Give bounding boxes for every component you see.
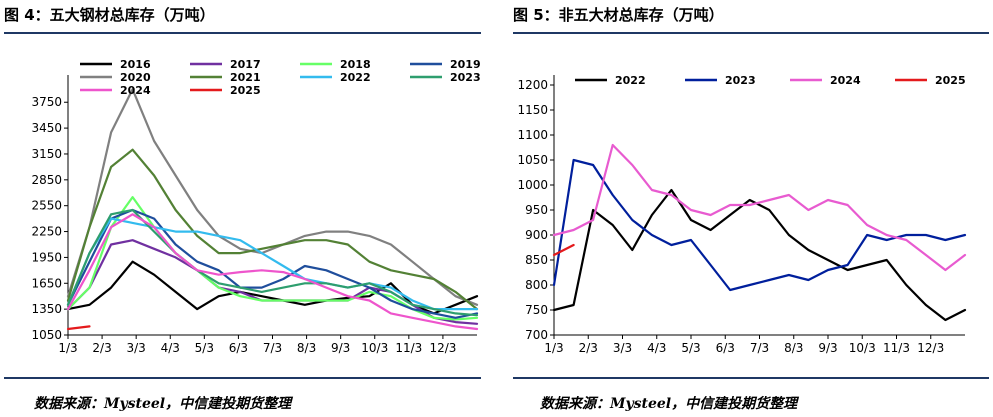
chart1-y-tick-label: 3150 [31, 147, 62, 161]
chart2-legend-label-2024: 2024 [830, 74, 861, 87]
chart2-x-tick-label: 3/3 [613, 341, 632, 355]
chart1-x-tick-label: 11/3 [395, 341, 422, 355]
chart1-legend-label-2018: 2018 [340, 58, 371, 71]
chart2-x-tick-label: 2/3 [579, 341, 598, 355]
chart1-x-tick-label: 2/3 [92, 341, 111, 355]
chart1-y-tick-label: 3750 [31, 95, 62, 109]
chart1-series-2024-line [66, 213, 479, 331]
chart2-series-2024-line [552, 143, 967, 272]
chart1-x-tick-label: 12/3 [429, 341, 456, 355]
chart1-legend-label-2022: 2022 [340, 71, 371, 84]
chart2-x-tick-label: 11/3 [883, 341, 910, 355]
chart2-y-tick-label: 900 [525, 228, 548, 242]
chart2-y-tick-label: 750 [525, 303, 548, 317]
chart2-legend-label-2025: 2025 [935, 74, 966, 87]
chart2-title: 图 5：非五大材总库存（万吨） [513, 6, 724, 24]
chart2-y-tick-label: 1200 [517, 78, 548, 92]
chart1-x-tick-label: 5/3 [195, 341, 214, 355]
chart2-y-tick-label: 850 [525, 253, 548, 267]
chart2-x-tick-label: 9/3 [818, 341, 837, 355]
chart2-y-tick-label: 700 [525, 328, 548, 342]
chart1-legend-label-2023: 2023 [450, 71, 481, 84]
chart1-series-2022-line [66, 217, 479, 311]
chart1-y-tick-label: 1950 [31, 250, 62, 264]
chart1-x-tick-label: 8/3 [297, 341, 316, 355]
chart1-bottom-rule [4, 377, 481, 379]
chart2-legend-label-2023: 2023 [725, 74, 756, 87]
chart1-x-tick-label: 4/3 [161, 341, 180, 355]
chart2-y-tick-label: 950 [525, 203, 548, 217]
chart2-series-2025-line [552, 243, 575, 257]
chart2-x-tick-label: 12/3 [917, 341, 944, 355]
chart2-x-tick-label: 7/3 [750, 341, 769, 355]
chart1-x-tick-label: 9/3 [331, 341, 350, 355]
chart2-top-rule [513, 32, 989, 34]
chart1-legend-label-2016: 2016 [120, 58, 151, 71]
chart2-bottom-rule [513, 377, 989, 379]
chart1-legend-label-2017: 2017 [230, 58, 261, 71]
chart1-y-tick-label: 1650 [31, 276, 62, 290]
chart2-y-tick-label: 1100 [517, 128, 548, 142]
chart2-series-2022-line [552, 188, 967, 322]
chart1-x-tick-label: 1/3 [58, 341, 77, 355]
chart1-series-2020-line [66, 88, 479, 306]
chart1-x-tick-label: 3/3 [127, 341, 146, 355]
chart2-x-tick-label: 6/3 [716, 341, 735, 355]
chart1-series-2021-line [66, 148, 479, 311]
chart1-y-tick-label: 3450 [31, 121, 62, 135]
chart2-series-2023-line [552, 158, 967, 292]
chart2-y-tick-label: 1000 [517, 178, 548, 192]
chart1-x-tick-label: 10/3 [361, 341, 388, 355]
chart2-x-tick-label: 4/3 [647, 341, 666, 355]
chart1-legend-label-2024: 2024 [120, 84, 151, 97]
chart1-y-tick-label: 2550 [31, 199, 62, 213]
chart1-series-2025-line [66, 325, 91, 331]
chart1-series-2016-line [66, 260, 479, 315]
chart1-legend-label-2025: 2025 [230, 84, 261, 97]
chart2-legend-label-2022: 2022 [615, 74, 646, 87]
chart1-x-tick-label: 6/3 [229, 341, 248, 355]
chart2-y-tick-label: 1050 [517, 153, 548, 167]
chart1-y-tick-label: 1050 [31, 328, 62, 342]
chart1-series-2023-line [66, 208, 479, 317]
chart1-legend-label-2021: 2021 [230, 71, 261, 84]
chart1-legend-label-2020: 2020 [120, 71, 151, 84]
chart1-y-tick-label: 2850 [31, 173, 62, 187]
chart2-y-tick-label: 1150 [517, 103, 548, 117]
chart2-x-tick-label: 1/3 [544, 341, 563, 355]
chart1-series-2019-line [66, 208, 479, 319]
chart1-y-tick-label: 2250 [31, 225, 62, 239]
chart1-x-tick-label: 7/3 [263, 341, 282, 355]
chart2-source: 数据来源：Mysteel，中信建投期货整理 [540, 396, 798, 412]
chart2-x-tick-label: 5/3 [681, 341, 700, 355]
chart1-source: 数据来源：Mysteel，中信建投期货整理 [34, 396, 292, 412]
chart1-legend-label-2019: 2019 [450, 58, 481, 71]
chart1-title: 图 4：五大钢材总库存（万吨） [4, 6, 215, 24]
chart2-x-tick-label: 10/3 [849, 341, 876, 355]
chart1-y-tick-label: 1350 [31, 302, 62, 316]
chart2-x-tick-label: 8/3 [784, 341, 803, 355]
chart1-top-rule [4, 32, 481, 34]
chart2-y-tick-label: 800 [525, 278, 548, 292]
